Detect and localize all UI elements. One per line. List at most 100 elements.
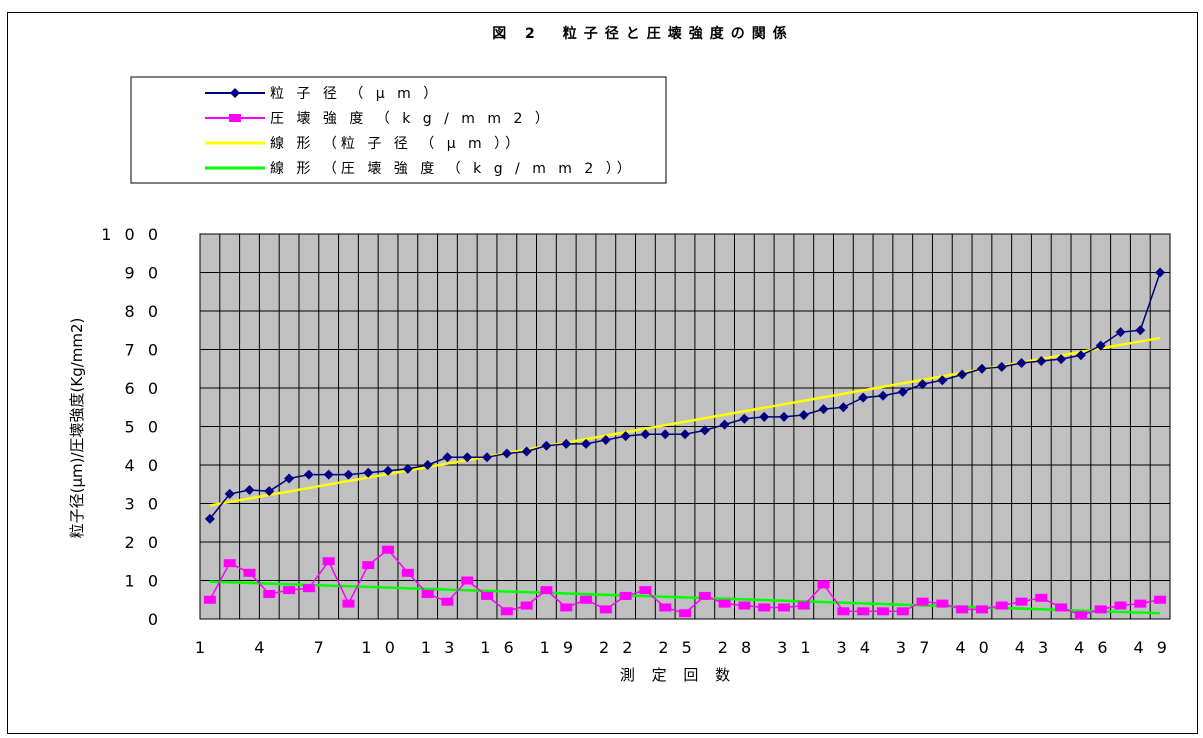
data-point [520, 601, 533, 610]
legend-label: 圧 壊 強 度 （ k g / m m 2 ） [270, 111, 553, 127]
data-point [976, 363, 987, 374]
data-point [957, 369, 968, 380]
data-point [442, 452, 453, 463]
data-point [441, 597, 454, 606]
data-point [659, 603, 672, 612]
y-tick-label: 8 0 [125, 302, 162, 321]
y-tick-label: 5 0 [125, 418, 162, 437]
data-point [837, 607, 850, 616]
y-tick-label: 3 0 [125, 495, 162, 514]
x-tick-label: 4 0 [955, 638, 992, 657]
y-tick-label: 2 0 [125, 533, 162, 552]
y-tick-label: 4 0 [125, 456, 162, 475]
legend-marker [230, 88, 240, 98]
data-point [1115, 327, 1126, 338]
data-point [739, 413, 750, 424]
y-tick-label: 6 0 [125, 379, 162, 398]
data-point [1155, 267, 1166, 278]
y-tick-label: 1 0 [125, 572, 162, 591]
x-axis-title: 測 定 回 数 [620, 666, 736, 684]
x-tick-label: 2 2 [599, 638, 636, 657]
x-tick-label: 3 4 [837, 638, 874, 657]
data-point [560, 603, 573, 612]
data-point [362, 561, 375, 570]
data-point [956, 605, 969, 614]
data-point [422, 460, 433, 470]
legend-label: 線 形 （粒 子 径 （ μ m ）） [270, 136, 523, 152]
data-point [897, 386, 908, 397]
data-point [1016, 357, 1027, 368]
data-point [937, 375, 948, 386]
x-tick-label: 4 9 [1133, 638, 1170, 657]
data-point [1056, 354, 1067, 365]
y-axis-ticks: 0 1 0 2 0 3 0 4 0 5 0 6 0 7 0 8 0 9 0 1 0 0 [101, 225, 162, 629]
data-point [421, 589, 434, 598]
data-point [876, 607, 889, 616]
data-point [798, 409, 809, 420]
data-point [619, 591, 632, 600]
data-point [699, 425, 710, 436]
data-point [1095, 340, 1106, 351]
x-tick-label: 4 6 [1074, 638, 1111, 657]
data-point [581, 438, 592, 449]
data-point [263, 589, 276, 598]
data-point [482, 452, 493, 463]
x-tick-label: 1 3 [421, 638, 458, 657]
data-point [342, 599, 355, 608]
data-point [580, 595, 593, 604]
data-point [620, 431, 631, 442]
data-point [698, 591, 711, 600]
data-point [896, 607, 909, 616]
data-point [818, 404, 829, 415]
data-point [680, 429, 690, 440]
data-point [323, 469, 334, 480]
data-point [1135, 325, 1146, 336]
data-point [975, 605, 988, 614]
data-point [1075, 350, 1086, 361]
data-point [817, 580, 830, 589]
data-point [599, 605, 612, 614]
data-point [204, 513, 215, 524]
y-axis-title: 粒子径(μm)/圧壊強度(Kg/mm2) [68, 318, 86, 539]
data-point [1035, 593, 1048, 602]
data-point [600, 434, 611, 445]
data-point [561, 438, 572, 449]
data-point [540, 586, 553, 595]
data-point [283, 586, 296, 595]
data-point [382, 545, 395, 554]
legend-label: 粒 子 径 （ μ m ） [270, 86, 441, 102]
data-point [322, 557, 335, 566]
data-point [718, 599, 731, 608]
y-tick-label: 1 0 0 [101, 225, 162, 244]
x-tick-label: 1 6 [480, 638, 517, 657]
data-point [640, 429, 651, 440]
x-tick-label: 3 7 [896, 638, 933, 657]
data-point [541, 440, 552, 451]
data-point [402, 463, 413, 474]
data-point [1036, 356, 1047, 367]
data-point [857, 607, 870, 616]
data-point [224, 488, 235, 499]
data-point [343, 469, 354, 480]
data-point [264, 486, 275, 497]
data-point [758, 603, 771, 612]
data-point [858, 392, 869, 403]
legend-marker [229, 114, 241, 122]
data-point [243, 568, 256, 577]
x-tick-label: 1 [195, 638, 209, 657]
data-point [521, 446, 532, 457]
data-point [1015, 597, 1028, 606]
data-point [719, 419, 730, 430]
data-point [203, 595, 216, 604]
data-point [223, 559, 236, 568]
x-tick-label: 1 9 [540, 638, 577, 657]
y-tick-label: 0 [148, 610, 162, 629]
grid-lines [200, 234, 1170, 619]
x-tick-label: 4 [254, 638, 268, 657]
data-point [1055, 603, 1068, 612]
legend-label: 線 形 （圧 壊 強 度 （ k g / m m 2 ）） [270, 161, 635, 177]
data-point [916, 597, 929, 606]
chart-title: 図 2 粒子径と圧壊強度の関係 [492, 25, 794, 42]
x-axis-ticks: 1 4 7 1 0 1 3 1 6 1 9 2 2 2 5 2 8 3 1 3 4 3 7 4 0 4 3 4… [195, 638, 1170, 657]
